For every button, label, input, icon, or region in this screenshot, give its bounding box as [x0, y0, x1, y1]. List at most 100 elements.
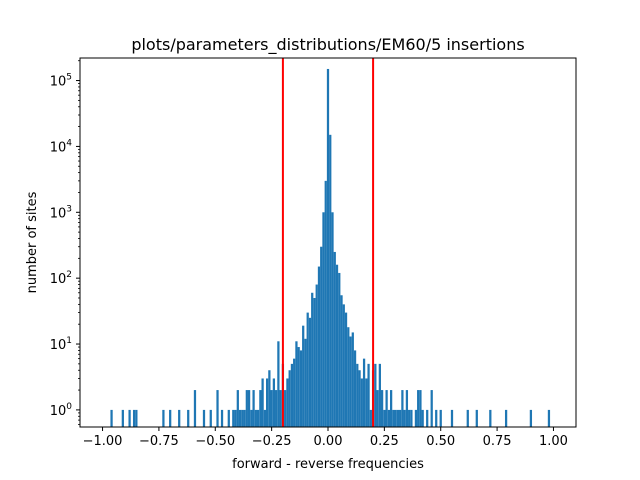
histogram-bar — [426, 409, 429, 427]
histogram-bar — [430, 390, 433, 427]
histogram-bar — [302, 325, 305, 427]
histogram-bar — [390, 390, 393, 427]
histogram-bar — [238, 409, 242, 427]
histogram-bar — [121, 409, 124, 427]
histogram-bar — [362, 358, 366, 427]
x-tick-label: 1.00 — [539, 434, 568, 449]
histogram-bar — [394, 409, 397, 427]
histogram-bar — [414, 409, 418, 427]
histogram-bar — [322, 212, 325, 427]
histogram-bar — [344, 312, 348, 427]
histogram-bar — [187, 409, 190, 427]
histogram-bar — [369, 409, 372, 427]
x-tick-label: 0.25 — [370, 434, 399, 449]
histogram-bar — [331, 212, 334, 427]
chart-title: plots/parameters_distributions/EM60/5 in… — [131, 35, 524, 55]
histogram-bar — [250, 409, 253, 427]
histogram-bar — [311, 292, 314, 427]
histogram-bar — [335, 264, 339, 427]
histogram-bar — [304, 338, 307, 427]
histogram-bar — [178, 409, 181, 427]
histogram-bar — [290, 363, 294, 427]
threshold-lines-group — [281, 58, 375, 427]
histogram-bar — [193, 390, 197, 427]
histogram-bar — [270, 390, 273, 427]
histogram-bar — [241, 409, 244, 427]
histogram-bar — [236, 390, 239, 427]
histogram-bar — [110, 409, 113, 427]
histogram-bar — [356, 363, 359, 427]
histogram-bar — [383, 409, 386, 427]
y-tick-label: 102 — [50, 270, 72, 287]
histogram-bar — [286, 378, 289, 427]
histogram-bar — [475, 409, 478, 427]
x-tick-label: −0.50 — [195, 434, 235, 449]
histogram-bar — [374, 363, 377, 427]
histogram-bar — [410, 409, 413, 427]
histogram-bar — [380, 390, 384, 427]
histogram-bar — [247, 390, 251, 427]
y-tick-label: 104 — [50, 138, 73, 155]
histogram-bar — [209, 409, 212, 427]
histogram-bar — [169, 409, 172, 427]
histogram-bar — [299, 350, 303, 427]
histogram-bar — [385, 390, 388, 427]
histogram-bar — [256, 409, 260, 427]
histogram-bar — [351, 332, 354, 427]
histogram-bar — [252, 390, 255, 427]
histogram-bar — [266, 378, 269, 427]
histogram-bar — [297, 347, 300, 427]
x-tick-label: 0.00 — [314, 434, 343, 449]
x-axis-ticks: −1.00 −0.75 −0.50 −0.25 0.00 0.25 0.50 0.75 1.00 — [83, 427, 568, 449]
histogram-bar — [268, 370, 271, 427]
histogram-bar — [466, 409, 469, 427]
histogram-bar — [293, 358, 296, 427]
histogram-bar — [340, 295, 343, 427]
histogram-bar — [263, 409, 266, 427]
y-axis-ticks: 100 101 102 103 104 105 — [50, 60, 80, 425]
histogram-bar — [135, 409, 138, 427]
histogram-bar — [245, 390, 248, 427]
histogram-bar — [450, 409, 454, 427]
histogram-bar — [333, 251, 336, 427]
histogram-bar — [396, 409, 400, 427]
x-tick-label: −0.25 — [252, 434, 292, 449]
y-tick-label: 105 — [50, 73, 72, 90]
histogram-bar — [272, 378, 276, 427]
histogram-bar — [216, 390, 219, 427]
histogram-bar — [417, 390, 420, 427]
histogram-bar — [288, 370, 291, 427]
histogram-bar — [275, 390, 278, 427]
histogram-bar — [392, 409, 395, 427]
histogram-bar — [405, 390, 409, 427]
histogram-bar — [529, 409, 533, 427]
x-axis-label: forward - reverse frequencies — [232, 457, 424, 472]
histogram-bar — [421, 409, 424, 427]
histogram-bar — [128, 409, 131, 427]
histogram-bar — [547, 409, 551, 427]
histogram-bar — [284, 390, 287, 427]
histogram-bar — [313, 297, 316, 427]
histogram-bar — [306, 312, 309, 427]
histogram-bar — [489, 409, 492, 427]
histogram-bar — [317, 266, 321, 427]
histogram-bar — [232, 409, 235, 427]
histogram-bar — [227, 409, 230, 427]
x-tick-label: −0.75 — [139, 434, 179, 449]
histogram-bar — [401, 390, 404, 427]
histogram-bar — [378, 363, 381, 427]
histogram-bar — [329, 134, 332, 427]
histogram-bar — [202, 409, 206, 427]
histogram-bar — [435, 409, 438, 427]
histogram-bar — [360, 378, 363, 427]
histogram-bar — [220, 409, 224, 427]
histogram-bar — [277, 341, 280, 427]
histogram-bar — [326, 68, 330, 428]
histogram-bar — [308, 317, 312, 427]
histogram-bar — [132, 409, 136, 427]
histogram-bar — [295, 341, 298, 427]
histogram-bar — [365, 378, 368, 427]
histogram-bar — [254, 409, 257, 427]
histogram-bar — [504, 409, 508, 427]
